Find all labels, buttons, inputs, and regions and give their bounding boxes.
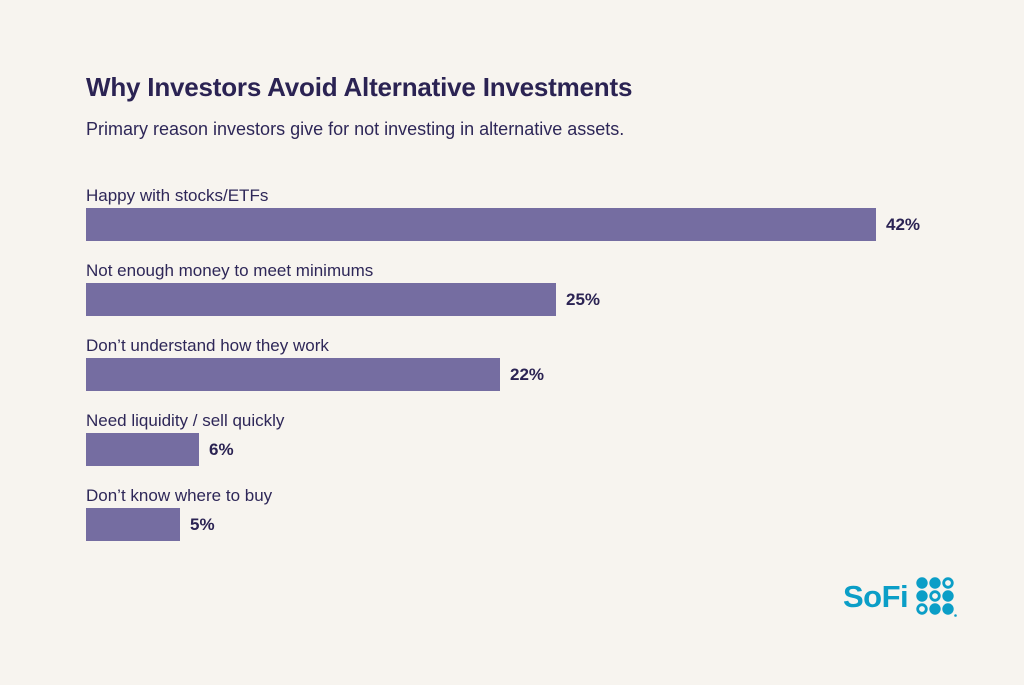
bar-category-label: Don’t understand how they work	[86, 336, 329, 355]
bar-line: 5%	[86, 508, 956, 541]
bar-category-label: Don’t know where to buy	[86, 486, 273, 505]
bar-value-label: 25%	[566, 289, 601, 309]
sofi-dot-grid-icon	[916, 577, 957, 617]
bar-row: Need liquidity / sell quickly 6%	[86, 411, 956, 466]
bar-row: Don’t understand how they work 22%	[86, 336, 956, 391]
bar	[86, 358, 500, 391]
bar-value-label: 42%	[886, 214, 921, 234]
bar	[86, 508, 180, 541]
bar-line: 25%	[86, 283, 956, 316]
sofi-logo-text: SoFi	[843, 579, 909, 614]
bar-line: 6%	[86, 433, 956, 466]
bar-category-label: Not enough money to meet minimums	[86, 261, 374, 280]
bar-value-label: 6%	[209, 439, 234, 459]
bar	[86, 208, 876, 241]
bar-line: 22%	[86, 358, 956, 391]
bar-line: 42%	[86, 208, 956, 241]
bar	[86, 433, 199, 466]
page-title: Why Investors Avoid Alternative Investme…	[86, 72, 633, 102]
bar-category-label: Need liquidity / sell quickly	[86, 411, 285, 430]
page-subtitle: Primary reason investors give for not in…	[86, 119, 625, 139]
bar-value-label: 5%	[190, 514, 215, 534]
sofi-logo: SoFi	[843, 576, 957, 618]
bar-category-label: Happy with stocks/ETFs	[86, 186, 269, 205]
bar-row: Happy with stocks/ETFs 42%	[86, 186, 956, 241]
bar-chart: Happy with stocks/ETFs 42% Not enough mo…	[86, 186, 956, 561]
bar-value-label: 22%	[510, 364, 545, 384]
bar-row: Don’t know where to buy 5%	[86, 486, 956, 541]
bar-row: Not enough money to meet minimums 25%	[86, 261, 956, 316]
bar	[86, 283, 556, 316]
